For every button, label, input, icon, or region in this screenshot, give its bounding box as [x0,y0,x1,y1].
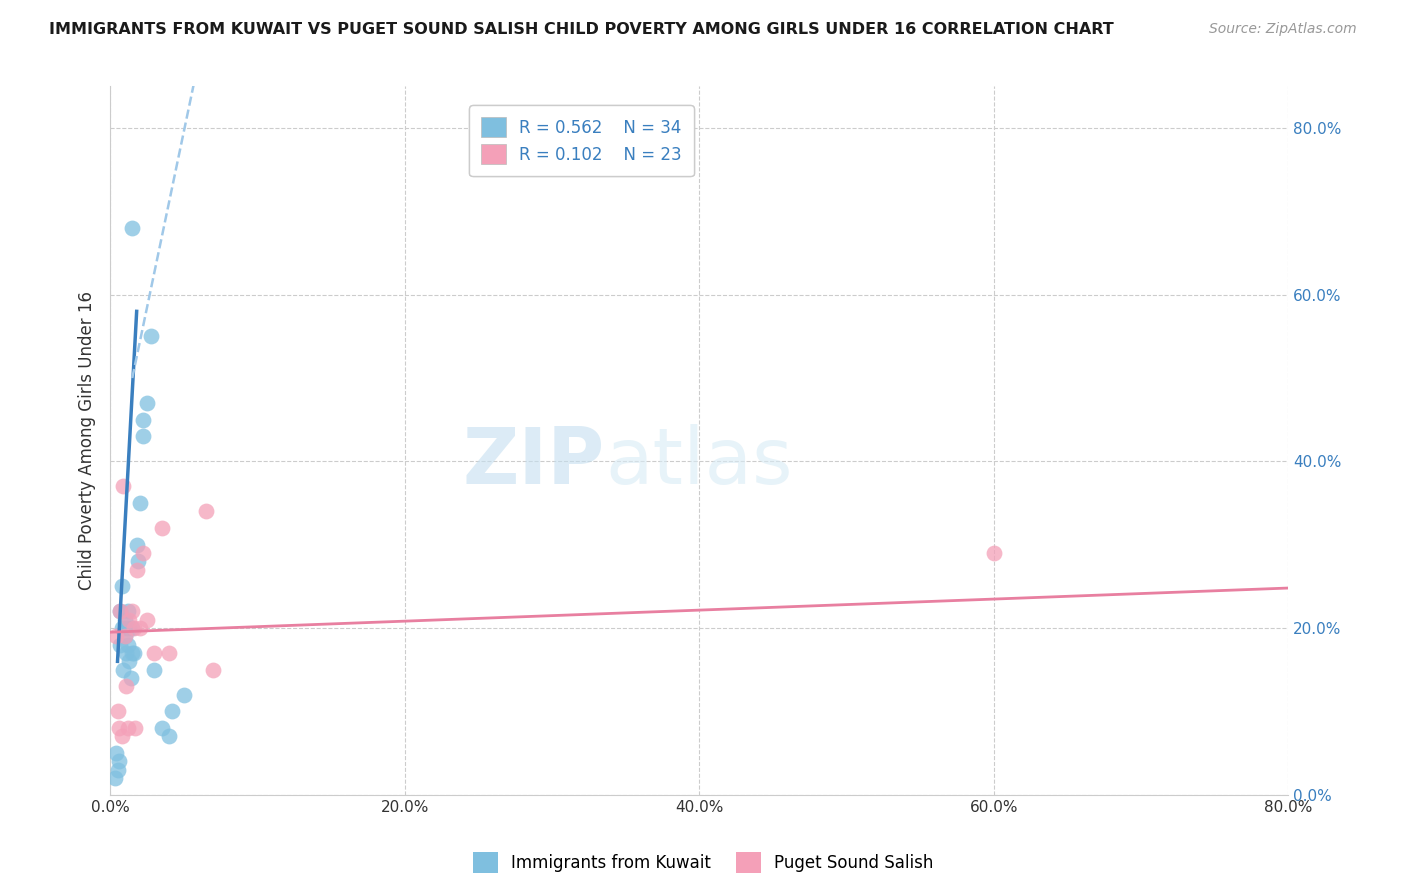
Point [128,496,150,510]
Point [121,646,143,660]
Point [124,721,146,735]
Point [111,579,134,593]
Point [157,730,180,744]
Point [111,621,134,635]
Point [160,704,183,718]
Point [157,646,180,660]
Point [118,621,141,635]
Point [115,646,138,660]
Point [108,721,131,735]
Point [173,688,195,702]
Point [117,604,139,618]
Point [118,613,141,627]
Point [107,763,129,777]
Point [111,730,134,744]
Point [131,429,153,443]
Point [202,663,225,677]
Point [143,646,166,660]
Point [194,504,217,518]
Legend: Immigrants from Kuwait, Puget Sound Salish: Immigrants from Kuwait, Puget Sound Sali… [465,846,941,880]
Point [114,629,136,643]
Point [131,546,153,560]
Point [125,538,148,552]
Point [122,621,145,635]
Point [127,554,149,568]
Point [103,771,125,785]
Point [136,396,159,410]
Point [121,221,143,235]
Text: ZIP: ZIP [463,424,605,500]
Y-axis label: Child Poverty Among Girls Under 16: Child Poverty Among Girls Under 16 [79,291,96,590]
Point [143,663,166,677]
Point [108,755,131,769]
Point [110,638,132,652]
Point [128,621,150,635]
Point [983,546,1005,560]
Point [136,613,159,627]
Point [131,413,153,427]
Point [110,604,132,618]
Point [105,746,128,760]
Point [141,329,163,343]
Point [120,671,142,685]
Point [117,638,139,652]
Text: atlas: atlas [605,424,793,500]
Point [112,479,135,493]
Point [112,663,135,677]
Point [150,721,173,735]
Point [115,679,138,693]
Point [121,621,143,635]
Point [107,704,129,718]
Point [125,563,148,577]
Point [117,721,139,735]
Point [105,629,128,643]
Legend: R = 0.562    N = 34, R = 0.102    N = 23: R = 0.562 N = 34, R = 0.102 N = 23 [470,105,693,176]
Text: IMMIGRANTS FROM KUWAIT VS PUGET SOUND SALISH CHILD POVERTY AMONG GIRLS UNDER 16 : IMMIGRANTS FROM KUWAIT VS PUGET SOUND SA… [49,22,1114,37]
Point [150,521,173,535]
Point [110,604,132,618]
Point [121,604,143,618]
Point [122,646,145,660]
Point [114,613,136,627]
Point [115,621,138,635]
Text: Source: ZipAtlas.com: Source: ZipAtlas.com [1209,22,1357,37]
Point [118,654,141,668]
Point [114,629,136,643]
